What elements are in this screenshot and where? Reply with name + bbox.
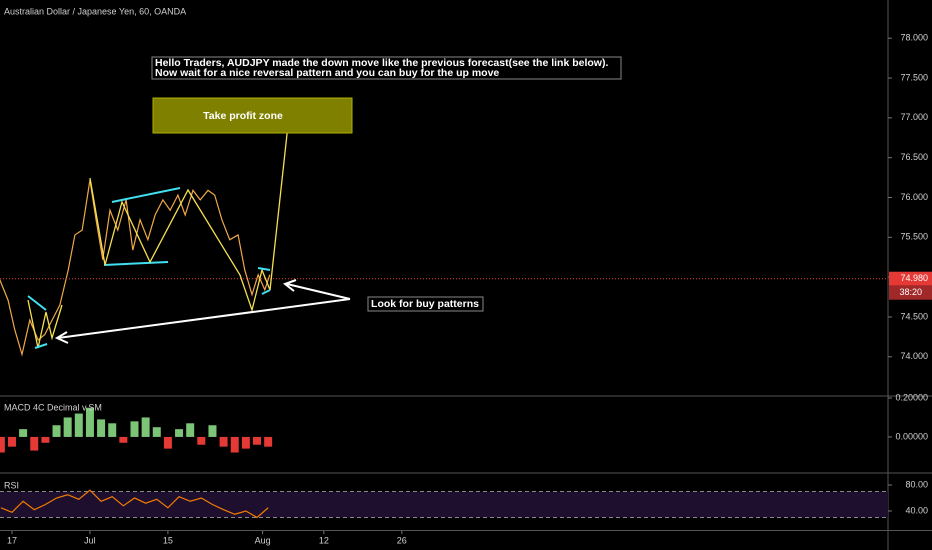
y-tick-label: 0.20000 <box>895 392 928 402</box>
trend-line <box>27 295 47 311</box>
histogram-bar <box>85 407 94 437</box>
y-tick-label: 75.500 <box>900 232 928 242</box>
y-tick-label: 0.00000 <box>895 431 928 441</box>
trend-line <box>257 267 271 271</box>
histogram-bar <box>197 436 206 445</box>
histogram-bar <box>152 427 161 437</box>
histogram-bar <box>97 419 106 437</box>
histogram-bar <box>74 413 83 437</box>
last-price-label: 74.980 <box>900 273 928 283</box>
x-tick-label: 26 <box>397 535 407 545</box>
y-tick-label: 80.00 <box>905 479 928 489</box>
x-tick-label: 17 <box>7 535 17 545</box>
rsi-band <box>0 491 888 518</box>
arrow <box>57 298 351 339</box>
y-tick-label: 74.500 <box>900 311 928 321</box>
histogram-bar <box>253 436 262 445</box>
y-tick-label: 78.000 <box>900 33 928 43</box>
y-tick-label: 40.00 <box>905 505 928 515</box>
trend-line <box>261 289 271 295</box>
x-tick-label: 15 <box>163 535 173 545</box>
histogram-bar <box>41 436 50 443</box>
y-tick-label: 76.000 <box>900 192 928 202</box>
histogram-bar <box>52 425 61 437</box>
note-box <box>151 56 622 80</box>
take-profit-box <box>152 97 353 134</box>
histogram-bar <box>219 436 228 447</box>
y-tick-label: 74.000 <box>900 351 928 361</box>
x-tick-label: Aug <box>255 535 271 545</box>
histogram-bar <box>19 429 28 437</box>
countdown-label: 38:20 <box>899 287 922 297</box>
histogram-bar <box>264 436 273 447</box>
histogram-bar <box>63 417 72 437</box>
arrow <box>286 283 351 300</box>
histogram-bar <box>208 425 217 437</box>
marks: 17 Jul 15 Aug 12 26 78.000 77.500 77.000 76.500 76… <box>0 33 932 545</box>
histogram-bar <box>0 436 5 453</box>
zigzag <box>89 124 289 313</box>
histogram-bar <box>30 436 39 451</box>
rsi-title: RSI <box>4 480 19 490</box>
y-tick-label: 77.500 <box>900 72 928 82</box>
x-tick-label: Jul <box>84 535 96 545</box>
trend-line <box>111 187 181 203</box>
trend-line <box>103 261 169 266</box>
price-line <box>0 489 269 519</box>
histogram-bar <box>163 436 172 449</box>
buy-label: Look for buy patterns <box>371 298 479 310</box>
histogram-bar <box>175 429 184 437</box>
note-line: Hello Traders, AUDJPY made the down move… <box>155 57 608 69</box>
histogram-bar <box>186 423 195 437</box>
drawings <box>27 124 351 349</box>
histogram-bar <box>230 436 239 453</box>
arrow-head <box>54 331 69 344</box>
histogram-bar <box>7 436 16 447</box>
y-tick-label: 77.000 <box>900 112 928 122</box>
x-tick-label: 12 <box>319 535 329 545</box>
zigzag <box>27 299 63 349</box>
take-profit-label: Take profit zone <box>203 110 283 122</box>
note-line: Now wait for a nice reversal pattern and… <box>155 67 499 79</box>
y-tick-label: 76.500 <box>900 152 928 162</box>
symbol-title: Australian Dollar / Japanese Yen, 60, OA… <box>4 6 186 16</box>
histogram-bar <box>130 421 139 437</box>
histogram-bar <box>141 417 150 437</box>
countdown-tag <box>889 285 932 300</box>
buy-box <box>367 296 484 312</box>
trend-line <box>34 343 48 349</box>
price-line <box>0 179 271 357</box>
last-price-tag <box>889 271 932 286</box>
histogram-bar <box>241 436 250 449</box>
histogram-bar <box>119 436 128 443</box>
arrow-head <box>282 279 297 292</box>
histogram-bar <box>108 423 117 437</box>
macd-title: MACD 4C Decimal v.SM <box>4 402 102 412</box>
